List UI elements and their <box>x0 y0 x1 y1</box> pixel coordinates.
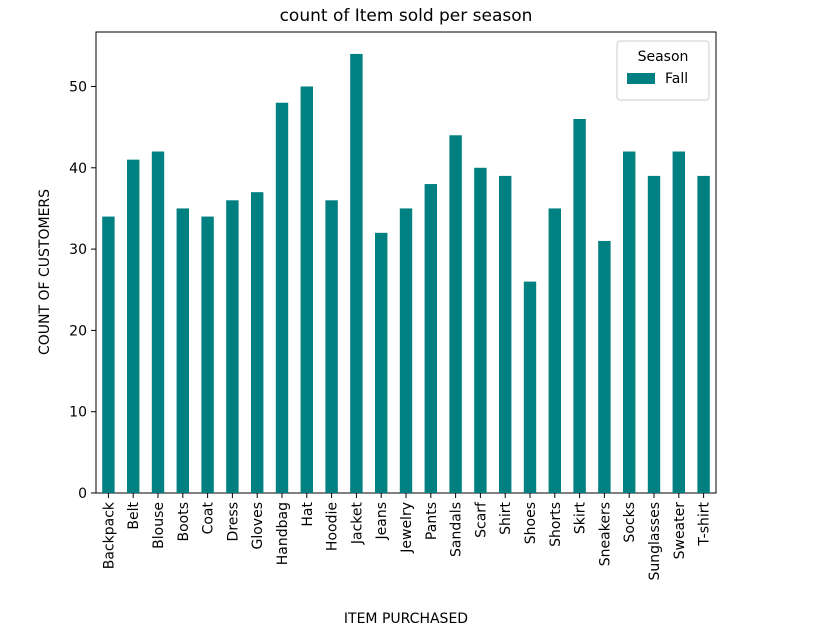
x-tick-label-skirt: Skirt <box>573 502 589 535</box>
y-tick-label: 0 <box>78 486 87 502</box>
bar-shirt <box>499 175 512 493</box>
bar-boots <box>176 208 189 493</box>
bar-belt <box>127 159 140 493</box>
y-tick-label: 50 <box>69 79 87 95</box>
bar-jeans <box>375 232 388 493</box>
bar-gloves <box>251 192 264 494</box>
y-tick-label: 10 <box>69 405 87 421</box>
x-tick-label-belt: Belt <box>126 502 142 530</box>
bar-sneakers <box>598 240 611 493</box>
x-tick-label-boots: Boots <box>176 502 192 542</box>
x-tick-label-blouse: Blouse <box>151 502 167 549</box>
x-tick-label-shoes: Shoes <box>523 502 539 544</box>
x-tick-label-gloves: Gloves <box>250 502 266 550</box>
bars-layer <box>102 53 710 494</box>
x-tick-label-backpack: Backpack <box>101 501 117 569</box>
legend-box <box>616 40 710 101</box>
bar-sunglasses <box>647 175 661 493</box>
bar-jacket <box>350 53 363 493</box>
x-tick-label-shirt: Shirt <box>498 502 514 535</box>
x-tick-label-jewelry: Jewelry <box>399 502 415 554</box>
bar-dress <box>226 200 239 494</box>
x-tick-label-hoodie: Hoodie <box>325 502 341 551</box>
bar-handbag <box>275 102 289 494</box>
x-tick-label-shorts: Shorts <box>548 502 564 547</box>
y-axis-title: COUNT OF CUSTOMERS <box>37 189 53 355</box>
y-axis: 0 10 20 30 40 50 <box>69 79 96 502</box>
bar-sweater <box>672 151 685 493</box>
x-tick-label-handbag: Handbag <box>275 502 291 565</box>
x-tick-label-jacket: Jacket <box>349 501 365 545</box>
bar-backpack <box>102 216 115 493</box>
x-tick-label-scarf: Scarf <box>473 501 489 538</box>
legend-label-fall: Fall <box>665 71 688 87</box>
x-tick-label-jeans: Jeans <box>374 502 390 541</box>
legend-swatch-fall <box>627 73 655 84</box>
x-tick-label-dress: Dress <box>225 502 241 541</box>
chart-title: count of Item sold per season <box>280 6 533 26</box>
y-tick-label: 40 <box>69 161 87 177</box>
x-tick-label-socks: Socks <box>622 502 638 543</box>
bar-sandals <box>449 135 462 493</box>
legend: Season Fall <box>616 40 710 101</box>
x-tick-label-sandals: Sandals <box>449 502 465 557</box>
bar-blouse <box>151 151 165 493</box>
x-tick-label-hat: Hat <box>300 502 316 527</box>
x-tick-label-pants: Pants <box>424 502 440 540</box>
x-tick-label-t-shirt: T-shirt <box>697 501 713 546</box>
bar-hoodie <box>325 200 338 494</box>
bar-coat <box>201 216 214 493</box>
bar-hat <box>300 86 313 493</box>
x-tick-label-sweater: Sweater <box>672 502 688 560</box>
bar-shoes <box>523 281 537 493</box>
legend-title: Season <box>638 49 689 65</box>
x-tick-label-coat: Coat <box>201 502 217 535</box>
x-tick-label-sunglasses: Sunglasses <box>647 502 663 580</box>
bar-jewelry <box>399 208 413 493</box>
bar-scarf <box>474 167 487 493</box>
bar-pants <box>424 184 437 494</box>
x-tick-label-sneakers: Sneakers <box>597 502 613 566</box>
bar-skirt <box>573 119 586 493</box>
y-tick-label: 20 <box>69 323 87 339</box>
y-tick-label: 30 <box>69 242 87 258</box>
bar-t-shirt <box>697 175 710 493</box>
x-axis-title: ITEM PURCHASED <box>344 611 468 627</box>
bar-shorts <box>548 208 561 493</box>
x-axis: Backpack Belt Blouse Boots Coat Dress Gloves Ha… <box>101 493 713 580</box>
bar-socks <box>623 151 636 493</box>
